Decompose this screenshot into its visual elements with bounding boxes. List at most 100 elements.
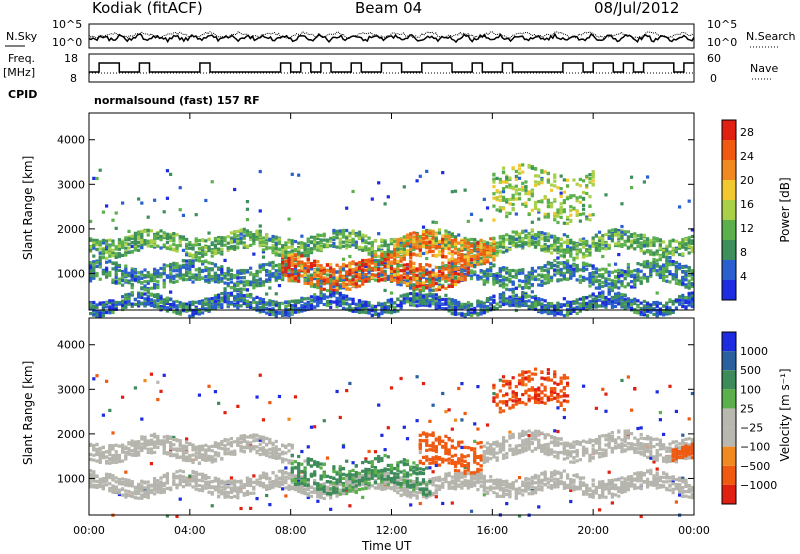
data-cell bbox=[338, 270, 342, 274]
data-cell bbox=[389, 269, 394, 273]
data-cell bbox=[565, 241, 570, 245]
data-cell bbox=[111, 299, 115, 303]
data-cell bbox=[562, 200, 566, 205]
data-cell bbox=[585, 254, 589, 258]
data-cell bbox=[377, 254, 381, 259]
data-cell bbox=[316, 304, 320, 308]
data-cell bbox=[380, 267, 384, 271]
data-cell bbox=[524, 294, 528, 298]
data-cell bbox=[297, 263, 301, 268]
data-cell bbox=[578, 200, 582, 204]
data-cell bbox=[476, 260, 480, 265]
data-cell bbox=[252, 273, 256, 277]
data-cell bbox=[524, 201, 528, 205]
data-cell bbox=[252, 242, 256, 246]
data-cell bbox=[457, 241, 461, 245]
data-cell bbox=[533, 277, 538, 282]
data-cell bbox=[325, 303, 330, 308]
data-cell bbox=[588, 218, 592, 222]
data-cell bbox=[191, 255, 195, 259]
data-cell bbox=[537, 180, 541, 184]
data-cell bbox=[409, 260, 413, 264]
data-cell bbox=[204, 268, 208, 273]
data-cell bbox=[114, 261, 118, 265]
data-cell bbox=[556, 237, 560, 241]
data-cell bbox=[159, 296, 163, 300]
data-cell bbox=[553, 244, 557, 248]
data-cell bbox=[585, 215, 589, 219]
data-cell bbox=[149, 298, 154, 302]
data-cell bbox=[242, 283, 246, 288]
data-cell bbox=[309, 284, 314, 288]
data-cell bbox=[322, 302, 326, 307]
data-cell bbox=[146, 241, 150, 246]
data-cell bbox=[489, 302, 493, 306]
data-cell bbox=[405, 294, 410, 298]
data-cell bbox=[338, 284, 342, 288]
data-cell bbox=[325, 238, 330, 242]
data-cell bbox=[514, 297, 518, 301]
data-cell bbox=[444, 302, 448, 306]
data-cell bbox=[92, 246, 96, 250]
data-cell bbox=[501, 234, 506, 238]
data-cell bbox=[297, 261, 301, 265]
data-cell bbox=[242, 268, 246, 273]
data-cell bbox=[521, 246, 525, 250]
data-cell bbox=[425, 271, 429, 275]
data-cell bbox=[185, 277, 189, 282]
data-cell bbox=[268, 301, 272, 305]
data-cell bbox=[498, 292, 502, 297]
data-cell bbox=[364, 272, 368, 277]
data-cell bbox=[105, 250, 109, 254]
data-cell bbox=[441, 307, 445, 311]
data-cell bbox=[527, 273, 531, 277]
data-cell bbox=[332, 300, 336, 304]
data-cell bbox=[261, 255, 266, 259]
data-cell bbox=[482, 274, 486, 278]
data-cell bbox=[329, 274, 333, 278]
data-cell bbox=[447, 309, 451, 313]
data-cell bbox=[303, 247, 307, 252]
data-cell bbox=[473, 260, 477, 264]
data-cell bbox=[393, 251, 397, 255]
data-cell bbox=[89, 267, 93, 271]
data-cell bbox=[210, 241, 214, 245]
data-cell bbox=[396, 267, 400, 271]
data-cell bbox=[386, 253, 390, 257]
data-cell bbox=[297, 245, 301, 250]
data-cell bbox=[185, 263, 189, 267]
data-cell bbox=[316, 279, 320, 283]
data-cell bbox=[306, 264, 310, 268]
data-cell bbox=[300, 296, 304, 300]
data-cell bbox=[268, 237, 272, 241]
data-cell bbox=[367, 301, 371, 305]
data-cell bbox=[610, 305, 614, 309]
data-cell bbox=[233, 286, 237, 290]
data-cell bbox=[501, 302, 506, 307]
data-cell bbox=[492, 252, 496, 256]
data-cell bbox=[581, 306, 586, 310]
data-cell bbox=[178, 239, 182, 243]
data-cell bbox=[319, 287, 323, 291]
data-cell bbox=[530, 304, 534, 308]
data-cell bbox=[268, 279, 272, 284]
data-cell bbox=[377, 272, 381, 276]
data-cell bbox=[220, 243, 224, 247]
data-cell bbox=[364, 310, 368, 315]
data-cell bbox=[594, 275, 598, 279]
data-cell bbox=[284, 273, 288, 277]
freq-unit: [MHz] bbox=[3, 66, 36, 79]
data-cell bbox=[396, 269, 400, 273]
data-cell bbox=[226, 300, 230, 305]
data-cell bbox=[556, 305, 560, 309]
data-cell bbox=[101, 256, 106, 260]
data-cell bbox=[546, 247, 550, 251]
data-cell bbox=[473, 243, 477, 247]
data-cell bbox=[517, 283, 522, 287]
data-cell bbox=[197, 301, 202, 305]
data-cell bbox=[588, 244, 592, 248]
data-cell bbox=[533, 275, 538, 279]
data-cell bbox=[236, 242, 240, 246]
data-cell bbox=[482, 243, 486, 247]
data-cell bbox=[329, 299, 333, 304]
